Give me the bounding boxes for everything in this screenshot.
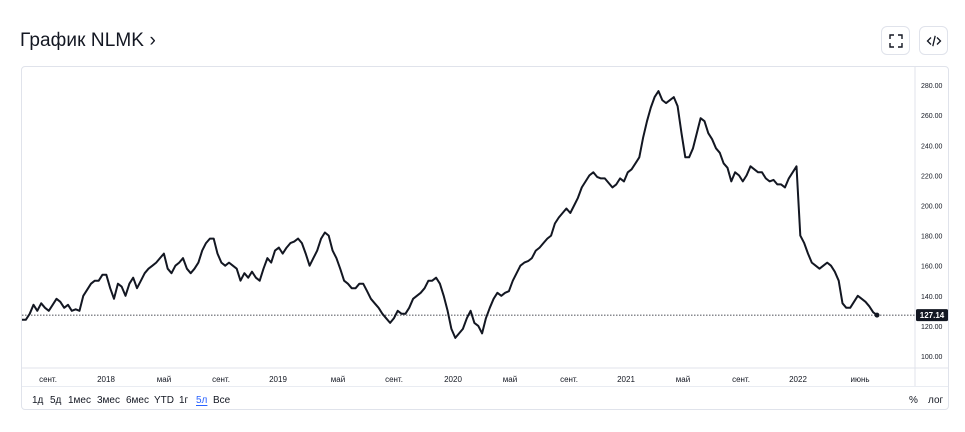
x-tick-label: сент. <box>385 375 403 384</box>
x-tick-label: май <box>157 375 171 384</box>
chart-title[interactable]: График NLMK › <box>20 30 156 51</box>
y-tick-label: 120.00 <box>921 324 943 331</box>
embed-code-icon <box>926 35 941 46</box>
last-price-marker <box>874 312 880 318</box>
x-tick-label: 2022 <box>789 375 807 384</box>
y-tick-label: 160.00 <box>921 264 943 271</box>
chart-frame <box>21 66 949 410</box>
x-tick-label: 2020 <box>444 375 462 384</box>
toolbar-divider <box>22 386 948 387</box>
last-price-label: 127.14 <box>920 311 945 320</box>
timeframe-5y[interactable]: 5л <box>196 395 208 406</box>
y-tick-label: 140.00 <box>921 294 943 301</box>
fullscreen-button[interactable] <box>881 26 910 55</box>
last-price-badge <box>916 309 948 322</box>
x-tick-label: 2019 <box>269 375 287 384</box>
x-tick-label: сент. <box>560 375 578 384</box>
timeframe-all[interactable]: Все <box>213 395 231 406</box>
y-tick-label: 100.00 <box>921 354 943 361</box>
price-series-line <box>22 90 878 339</box>
y-tick-label: 240.00 <box>921 143 943 150</box>
x-tick-label: июнь <box>850 375 869 384</box>
y-tick-label: 200.00 <box>921 203 943 210</box>
timeframe-5d[interactable]: 5д <box>50 395 62 406</box>
timeframe-6m[interactable]: 6мес <box>126 395 149 406</box>
timeframe-1m[interactable]: 1мес <box>68 395 91 406</box>
timeframe-ytd[interactable]: YTD <box>154 395 174 406</box>
fullscreen-icon <box>888 33 903 48</box>
percent-toggle[interactable]: % <box>909 395 918 406</box>
x-tick-label: май <box>331 375 345 384</box>
x-tick-label: сент. <box>732 375 750 384</box>
x-tick-label: май <box>676 375 690 384</box>
log-toggle[interactable]: лог <box>928 395 944 406</box>
embed-button[interactable] <box>919 26 948 55</box>
x-tick-label: сент. <box>212 375 230 384</box>
y-tick-label: 220.00 <box>921 173 943 180</box>
timeframe-3m[interactable]: 3мес <box>97 395 120 406</box>
timeframe-1y[interactable]: 1г <box>179 395 189 406</box>
x-tick-label: 2021 <box>617 375 635 384</box>
y-tick-label: 260.00 <box>921 113 943 120</box>
y-tick-label: 280.00 <box>921 83 943 90</box>
x-tick-label: май <box>503 375 517 384</box>
x-tick-label: 2018 <box>97 375 115 384</box>
y-tick-label: 180.00 <box>921 234 943 241</box>
timeframe-1d[interactable]: 1д <box>32 395 44 406</box>
x-tick-label: сент. <box>39 375 57 384</box>
